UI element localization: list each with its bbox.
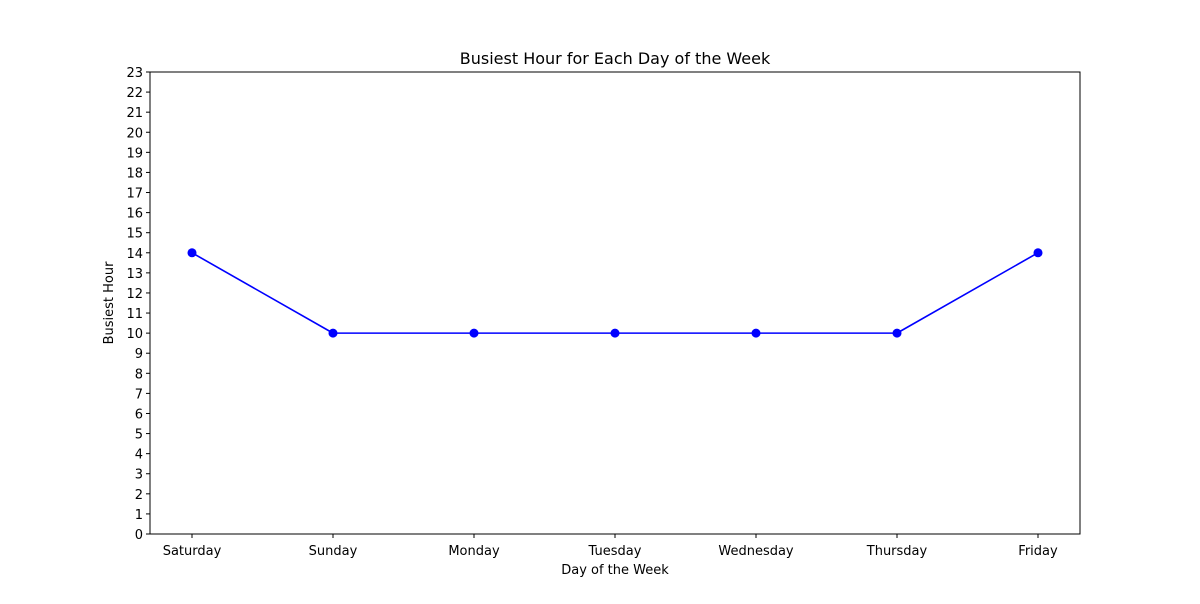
y-tick-label: 10 <box>126 327 143 342</box>
x-axis-label: Day of the Week <box>561 563 669 578</box>
plot-area-frame <box>149 71 1081 535</box>
y-tick-label: 2 <box>135 488 143 503</box>
y-tick-label: 23 <box>126 66 143 81</box>
y-tick-label: 8 <box>135 367 143 382</box>
y-tick-label: 1 <box>135 508 143 523</box>
chart-title: Busiest Hour for Each Day of the Week <box>460 49 771 68</box>
data-point <box>187 248 197 258</box>
y-tick-label: 14 <box>126 247 143 262</box>
data-point <box>328 328 338 338</box>
data-point <box>1033 248 1043 258</box>
y-tick-label: 19 <box>126 146 143 161</box>
y-tick-label: 22 <box>126 86 143 101</box>
x-tick-label: Sunday <box>309 544 358 559</box>
y-tick-label: 13 <box>126 267 143 282</box>
y-tick-label: 3 <box>135 468 143 483</box>
y-tick-label: 21 <box>126 106 143 121</box>
plot-series <box>187 248 1043 338</box>
y-tick-label: 15 <box>126 227 143 242</box>
y-tick-label: 6 <box>135 407 143 422</box>
x-tick-label: Saturday <box>163 544 222 559</box>
x-tick-label: Wednesday <box>718 544 794 559</box>
y-tick-label: 7 <box>135 387 143 402</box>
y-tick-label: 18 <box>126 166 143 181</box>
y-tick-label: 20 <box>126 126 143 141</box>
x-tick-label: Tuesday <box>588 544 642 559</box>
x-tick-label: Friday <box>1018 544 1058 559</box>
y-tick-label: 12 <box>126 287 143 302</box>
data-point <box>751 328 761 338</box>
y-tick-label: 9 <box>135 347 143 362</box>
y-tick-label: 17 <box>126 187 143 202</box>
y-tick-label: 16 <box>126 207 143 222</box>
y-tick-label: 11 <box>126 307 143 322</box>
data-point <box>610 328 620 338</box>
y-tick-label: 0 <box>135 528 143 543</box>
data-point <box>892 328 902 338</box>
data-point <box>469 328 479 338</box>
y-tick-label: 4 <box>135 448 143 463</box>
y-axis-label: Busiest Hour <box>102 261 117 345</box>
x-axis: Saturday Sunday Monday Tuesday Wednesday Thur… <box>163 534 1058 559</box>
x-tick-label: Thursday <box>866 544 928 559</box>
x-tick-label: Monday <box>448 544 500 559</box>
y-tick-label: 5 <box>135 428 143 443</box>
